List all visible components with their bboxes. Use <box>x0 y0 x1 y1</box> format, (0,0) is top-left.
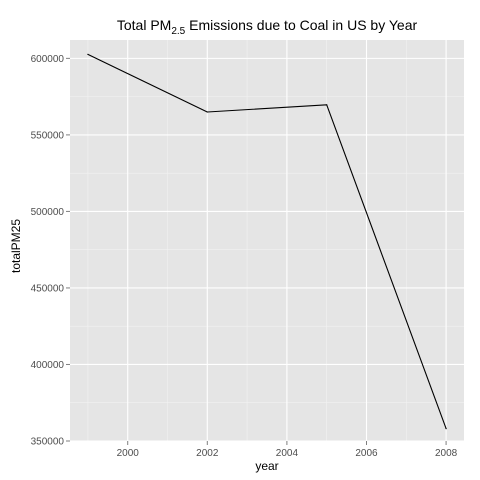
data-point <box>326 104 328 106</box>
y-tick-label: 600000 <box>31 54 65 65</box>
y-tick-label: 400000 <box>31 360 65 371</box>
chart-title: Total PM2.5 Emissions due to Coal in US … <box>117 17 418 37</box>
y-tick-label: 550000 <box>31 130 65 141</box>
data-point <box>87 53 89 55</box>
x-tick-label: 2000 <box>117 448 140 459</box>
panel-background <box>70 40 464 441</box>
plot-area: 2000 2002 2004 2006 2008 350000 400000 450000 50… <box>31 40 464 459</box>
data-point <box>206 111 208 113</box>
x-tick-label: 2004 <box>276 448 299 459</box>
y-axis-title: totalPM25 <box>9 219 23 273</box>
x-axis-title: year <box>255 459 278 473</box>
x-tick-label: 2008 <box>435 448 458 459</box>
series-line <box>87 53 447 429</box>
chart-title-prefix: Total PM <box>117 17 171 33</box>
chart-title-suffix: Emissions due to Coal in US by Year <box>185 17 417 33</box>
x-tick-label: 2002 <box>196 448 219 459</box>
y-tick-label: 500000 <box>31 207 65 218</box>
chart-title-subscript: 2.5 <box>171 26 185 37</box>
y-tick-label: 350000 <box>31 437 65 448</box>
x-tick-label: 2006 <box>355 448 378 459</box>
data-point <box>445 428 447 430</box>
y-tick-label: 450000 <box>31 283 65 294</box>
